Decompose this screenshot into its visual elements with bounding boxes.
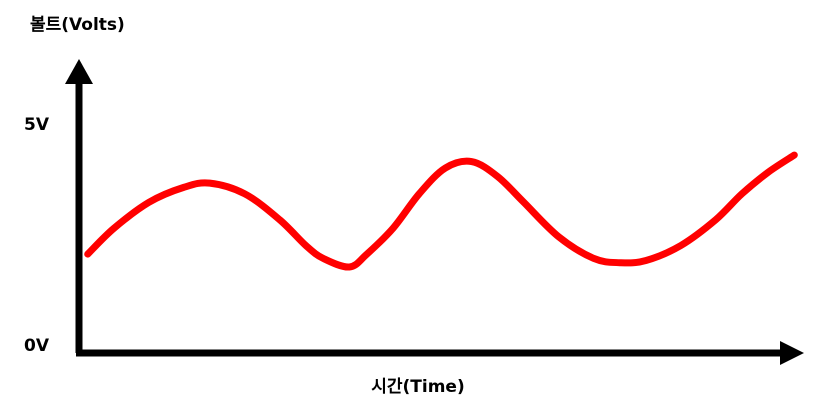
y-tick-0v: 0V [24, 336, 50, 356]
y-axis-label: 볼트(Volts) [30, 15, 125, 35]
y-tick-5v: 5V [24, 115, 50, 135]
x-axis-arrow-icon [780, 341, 804, 365]
y-axis-arrow-icon [65, 59, 93, 84]
voltage-series-line [84, 151, 798, 271]
x-axis-label: 시간(Time) [371, 377, 465, 397]
